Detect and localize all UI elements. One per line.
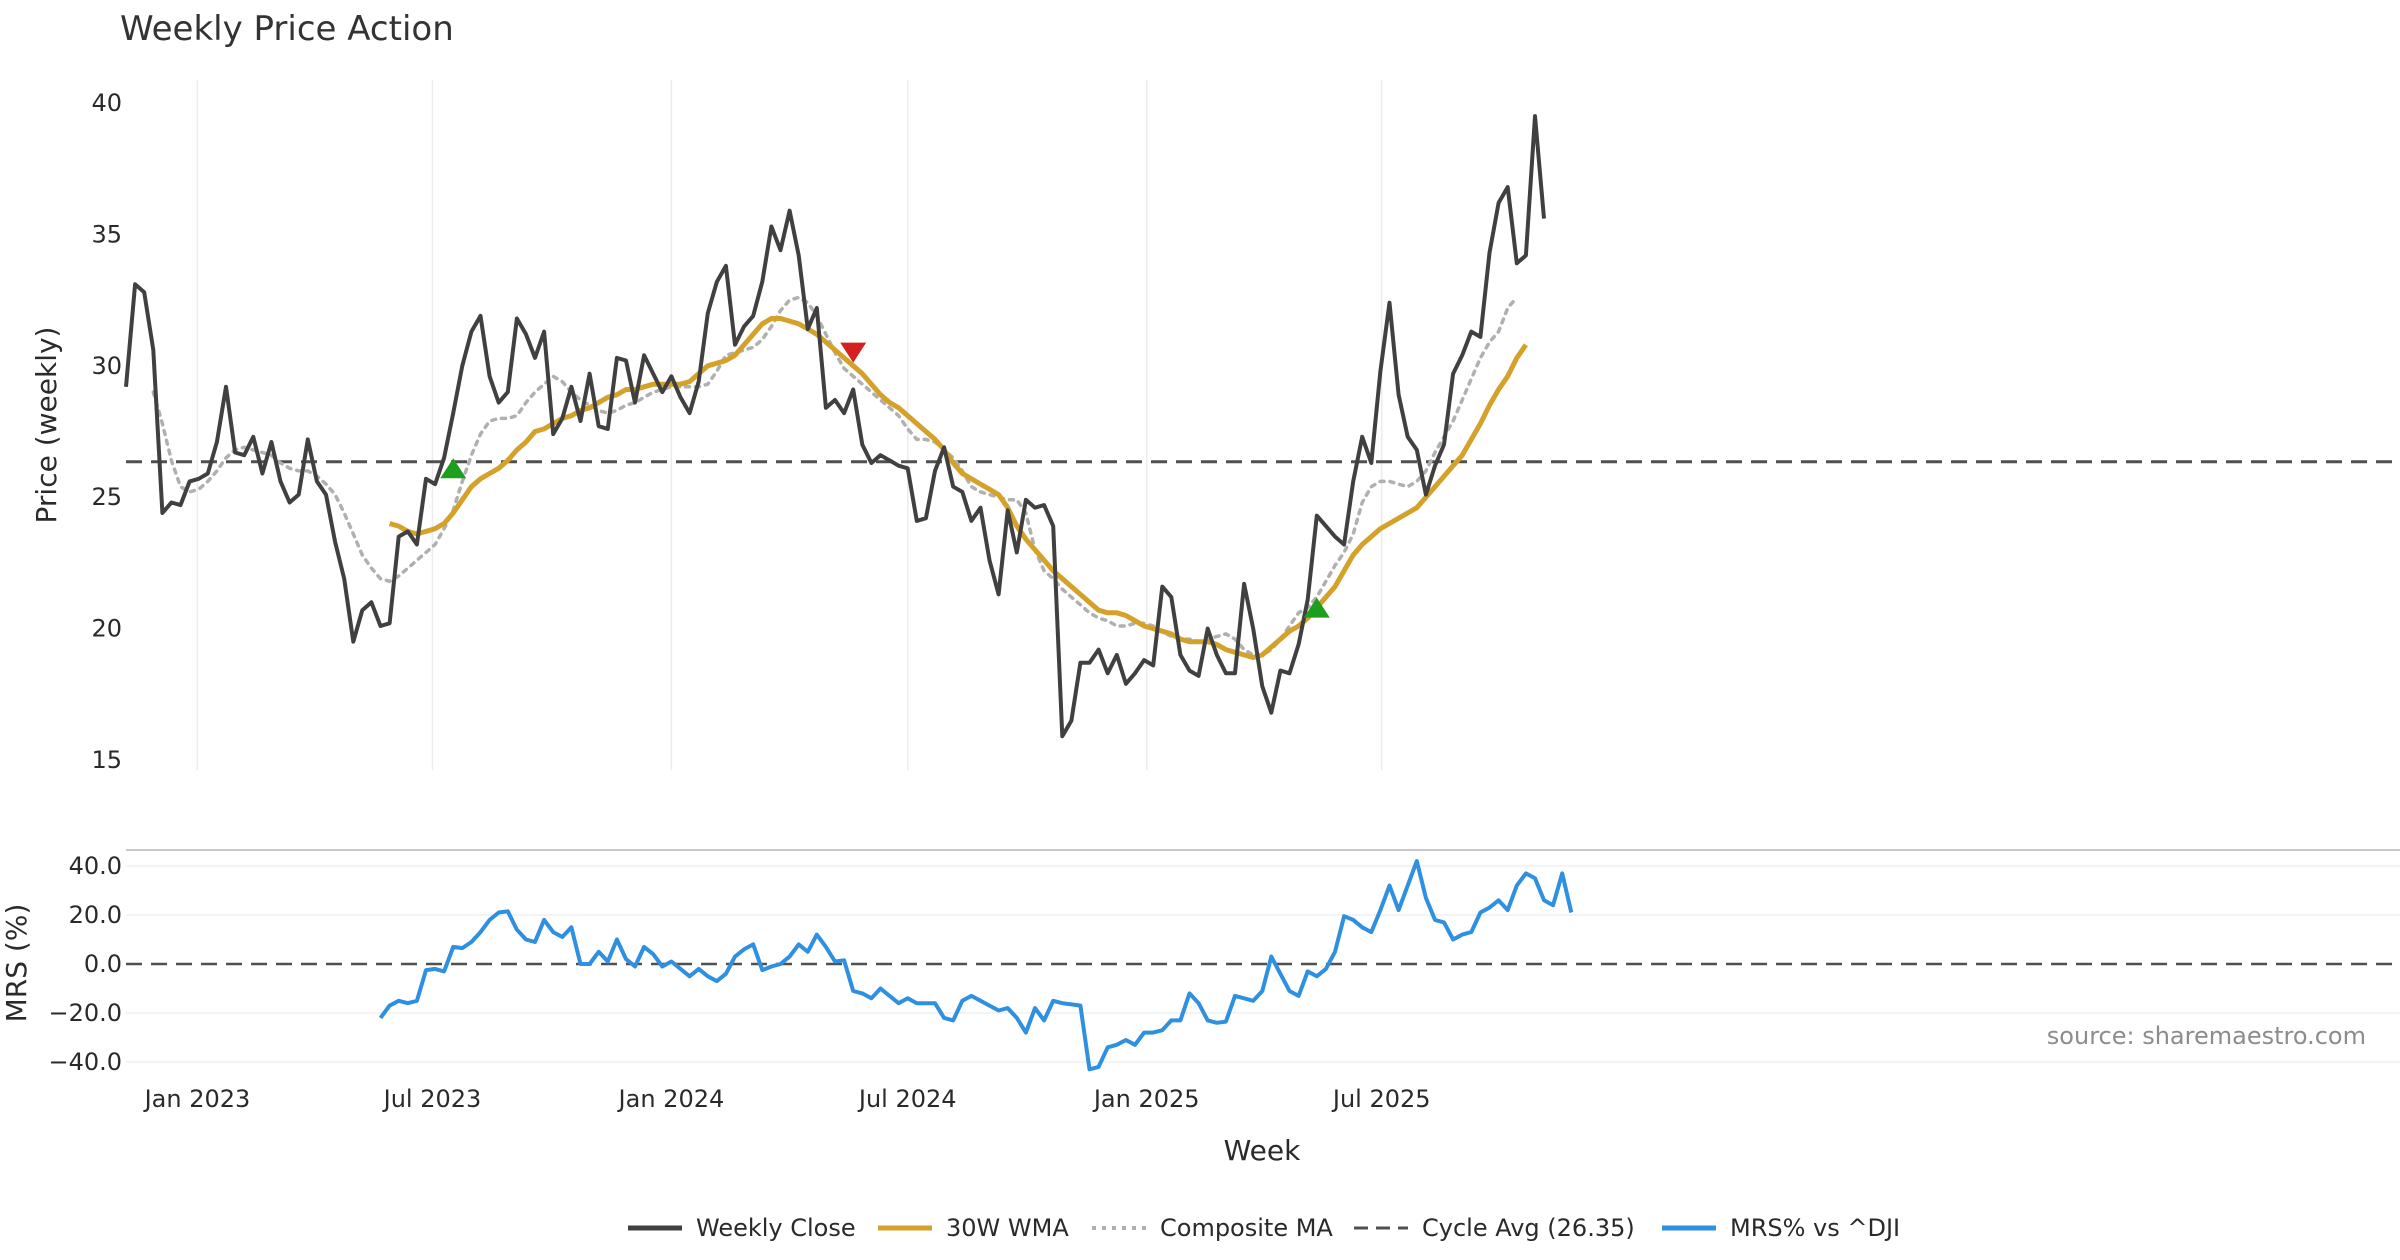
y-tick-label: 25 <box>91 483 122 511</box>
x-tick-label: Jul 2024 <box>857 1085 957 1113</box>
mrs-line <box>378 859 1574 1072</box>
lower-gridlines <box>126 849 2400 1063</box>
legend-item-label: Weekly Close <box>696 1214 856 1242</box>
lower-y-tick-label: 0.0 <box>84 950 122 978</box>
chart-title: Weekly Price Action <box>120 9 454 49</box>
legend-item-label: MRS% vs ^DJI <box>1730 1214 1900 1242</box>
lower-y-tick-label: 40.0 <box>69 852 122 880</box>
legend-item-label: 30W WMA <box>946 1214 1069 1242</box>
signal-markers <box>440 342 1330 618</box>
buy-signal-marker <box>1303 597 1330 618</box>
x-tick-label: Jul 2023 <box>382 1085 482 1113</box>
source-label: source: sharemaestro.com <box>2047 1022 2366 1050</box>
lower-y-axis-ticks: −40.0 −20.0 0.0 20.0 40.0 <box>48 852 122 1076</box>
y-tick-label: 35 <box>91 220 122 248</box>
y-tick-label: 15 <box>91 746 122 774</box>
legend-item-label: Composite MA <box>1160 1214 1333 1242</box>
x-tick-label: Jan 2023 <box>143 1085 251 1113</box>
y-axis-title: Price (weekly) <box>30 327 63 524</box>
lower-y-tick-label: 20.0 <box>69 901 122 929</box>
price-series <box>124 114 2400 739</box>
mrs-series <box>126 859 2400 1072</box>
x-tick-label: Jul 2025 <box>1331 1085 1431 1113</box>
sell-signal-marker <box>840 342 867 363</box>
x-axis-ticks: Jan 2023 Jul 2023 Jan 2024 Jul 2024 Jan 2025… <box>143 1085 1431 1113</box>
x-axis-title: Week <box>1224 1134 1301 1167</box>
y-axis-ticks: 15 20 25 30 35 40 <box>91 89 122 774</box>
lower-y-tick-label: −20.0 <box>48 999 122 1027</box>
x-tick-label: Jan 2025 <box>1092 1085 1200 1113</box>
y-tick-label: 30 <box>91 352 122 380</box>
legend: Weekly Close 30W WMA Composite MA Cycle Avg… <box>628 1214 1900 1242</box>
buy-signal-marker <box>440 458 467 479</box>
upper-gridlines <box>196 80 1383 770</box>
lower-y-tick-label: −40.0 <box>48 1048 122 1076</box>
legend-item-label: Cycle Avg (26.35) <box>1422 1214 1635 1242</box>
weekly-close-line <box>124 114 1546 739</box>
y-tick-label: 40 <box>91 89 122 117</box>
lower-y-axis-title: MRS (%) <box>0 904 33 1023</box>
y-tick-label: 20 <box>91 615 122 643</box>
x-tick-label: Jan 2024 <box>617 1085 725 1113</box>
